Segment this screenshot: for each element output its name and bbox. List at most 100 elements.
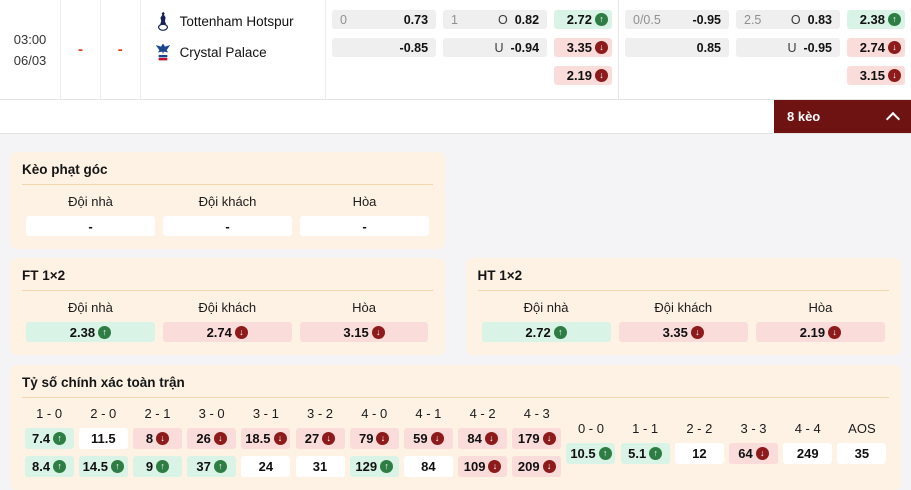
ht-away-odds-cell[interactable]: 3.35 ↓	[618, 322, 748, 342]
ft-away-odds-cell[interactable]: 2.74 ↓	[162, 322, 292, 342]
odds-cell-draw[interactable]: 249	[783, 443, 833, 464]
x12-away-cell[interactable]: 3.35 ↓	[554, 38, 613, 57]
trend-down-icon: ↓	[888, 41, 901, 54]
ht-draw-odds-cell[interactable]: 2.19 ↓	[755, 322, 886, 342]
trend-down-icon: ↓	[828, 325, 842, 339]
odds-cell-away[interactable]: 109 ↓	[458, 456, 508, 477]
odds-cell-away[interactable]: 24	[241, 456, 291, 477]
ht-panel-title: HT 1×2	[477, 268, 889, 291]
odds-value: 37	[196, 459, 211, 474]
score-column-2-2: 2 - 2 12	[672, 421, 726, 477]
odds-cell-home[interactable]: 84 ↓	[458, 428, 508, 449]
odds-cell-draw[interactable]: 12	[674, 443, 724, 464]
handicap-home-cell[interactable]: 0/0.5 -0.95	[625, 10, 729, 29]
away-label: Đội khách	[198, 300, 257, 315]
under-cell[interactable]: U -0.94	[443, 38, 548, 57]
trend-down-icon: ↓	[690, 325, 704, 339]
x12-draw-cell[interactable]: 3.15 ↓	[847, 66, 905, 85]
trend-down-icon: ↓	[371, 325, 385, 339]
odds-value: 109	[463, 459, 486, 474]
odds-value: 7.4	[32, 431, 51, 446]
over-cell[interactable]: 1 O 0.82	[443, 10, 548, 29]
under-cell[interactable]: U -0.95	[736, 38, 840, 57]
away-label: Đội khách	[654, 300, 713, 315]
odds-cell-home[interactable]: 8 ↓	[132, 428, 182, 449]
odds-value: 2.19	[799, 324, 826, 340]
corner-away-odds-cell[interactable]: -	[163, 216, 292, 236]
handicap-away-cell[interactable]: -0.85	[332, 38, 437, 57]
home-team-row[interactable]: Tottenham Hotspur	[154, 11, 325, 31]
x12-home-cell[interactable]: 2.72 ↑	[554, 10, 613, 29]
odds-value: 2.72	[566, 12, 593, 27]
odds-cell-home[interactable]: 79 ↓	[349, 428, 399, 449]
ft-draw-odds-cell[interactable]: 3.15 ↓	[299, 322, 429, 342]
ht-1x2-panel: HT 1×2 Đội nhà 2.72 ↑ Đội khách 3.35 ↓ H…	[465, 258, 901, 355]
odds-cell-draw[interactable]: 64 ↓	[729, 443, 779, 464]
corner-home-odds-cell[interactable]: -	[26, 216, 155, 236]
score-column-3-2: 3 - 2 27 ↓ 31	[293, 406, 347, 477]
odds-group-2: 0/0.5 -0.95 2.5 O 0.83 2.38 ↑ 0.85 U -0.95…	[619, 0, 911, 99]
odds-cell-away[interactable]: 37 ↑	[187, 456, 237, 477]
odds-value: -	[88, 218, 93, 234]
ht-home-odds-cell[interactable]: 2.72 ↑	[481, 322, 611, 342]
over-cell[interactable]: 2.5 O 0.83	[736, 10, 840, 29]
odds-value: 209	[517, 459, 540, 474]
score-column-4-2: 4 - 2 84 ↓ 109 ↓	[456, 406, 510, 477]
odds-count-row: 8 kèo	[0, 100, 911, 134]
corner-odds-panel: Kèo phạt góc Đội nhà - Đội khách - Hòa -	[10, 152, 445, 249]
odds-cell-away[interactable]: 9 ↑	[132, 456, 182, 477]
trend-down-icon: ↓	[595, 41, 609, 54]
odds-cell-away[interactable]: 8.4 ↑	[24, 456, 74, 477]
x12-home-cell[interactable]: 2.38 ↑	[847, 10, 905, 29]
over-odds: 0.83	[807, 12, 832, 27]
x12-draw-cell[interactable]: 2.19 ↓	[554, 66, 613, 85]
odds-value: 18.5	[245, 431, 271, 446]
score-label: AOS	[848, 421, 876, 436]
corner-draw-odds-cell[interactable]: -	[300, 216, 429, 236]
trend-up-icon: ↑	[53, 432, 67, 445]
trend-down-icon: ↓	[430, 432, 444, 445]
odds-value: 3.15	[343, 324, 369, 340]
odds-cell-away[interactable]: 84	[403, 456, 453, 477]
odds-cell-home[interactable]: 18.5 ↓	[241, 428, 291, 449]
odds-cell-draw[interactable]: 5.1 ↑	[620, 443, 670, 464]
corner-home-column: Đội nhà -	[22, 194, 159, 236]
odds-value: -	[225, 218, 230, 234]
odds-cell-away[interactable]: 129 ↑	[349, 456, 399, 477]
odds-cell-away[interactable]: 31	[295, 456, 345, 477]
score-label: 3 - 3	[740, 421, 767, 436]
odds-value: 79	[358, 431, 374, 446]
odds-count-toggle-button[interactable]: 8 kèo	[774, 100, 911, 133]
ft-home-odds-cell[interactable]: 2.38 ↑	[26, 322, 155, 342]
draw-label: Hòa	[808, 300, 833, 315]
odds-cell-home[interactable]: 27 ↓	[295, 428, 345, 449]
odds-cell-home[interactable]: 59 ↓	[403, 428, 453, 449]
odds-cell-draw[interactable]: 35	[837, 443, 887, 464]
odds-value: 2.38	[859, 12, 885, 27]
score-column-1-1: 1 - 1 5.1 ↑	[618, 421, 672, 477]
total-line: 2.5	[744, 12, 762, 27]
odds-cell-home[interactable]: 7.4 ↑	[24, 428, 74, 449]
trend-down-icon: ↓	[376, 432, 390, 445]
score-label: 1 - 0	[36, 406, 63, 421]
away-team-row[interactable]: Crystal Palace	[154, 42, 325, 62]
ft-panel-title: FT 1×2	[22, 268, 433, 291]
odds-cell-home[interactable]: 11.5	[78, 428, 128, 449]
handicap-away-cell[interactable]: 0.85	[625, 38, 729, 57]
odds-cell-home[interactable]: 26 ↓	[187, 428, 237, 449]
odds-cell-away[interactable]: 209 ↓	[512, 456, 562, 477]
ft-draw-column: Hòa 3.15 ↓	[296, 300, 433, 342]
odds-value: 2.72	[525, 324, 551, 340]
under-label: U	[787, 40, 797, 55]
trend-down-icon: ↓	[213, 432, 227, 445]
odds-cell-draw[interactable]: 10.5 ↑	[566, 443, 616, 464]
odds-cell-home[interactable]: 179 ↓	[512, 428, 562, 449]
handicap-away-odds: -0.85	[399, 40, 429, 55]
x12-away-cell[interactable]: 2.74 ↓	[847, 38, 905, 57]
score-label: 2 - 1	[144, 406, 171, 421]
draw-label: Hòa	[352, 300, 376, 315]
odds-cell-away[interactable]: 14.5 ↑	[78, 456, 128, 477]
handicap-home-cell[interactable]: 0 0.73	[332, 10, 437, 29]
under-odds: -0.94	[510, 40, 540, 55]
match-time: 03:00	[13, 31, 47, 47]
